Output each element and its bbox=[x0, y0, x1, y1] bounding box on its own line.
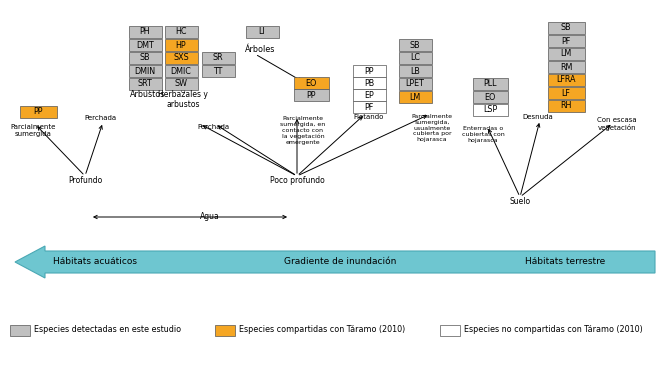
Text: SB: SB bbox=[560, 23, 571, 32]
Text: TT: TT bbox=[213, 67, 222, 76]
Bar bbox=[472, 104, 507, 116]
Bar bbox=[128, 65, 161, 77]
Text: PP: PP bbox=[306, 90, 316, 99]
Text: EP: EP bbox=[364, 90, 374, 99]
Text: Enterradas o
cubiertas con
hojarasca: Enterradas o cubiertas con hojarasca bbox=[462, 126, 505, 142]
Text: Flotando: Flotando bbox=[354, 114, 384, 120]
Text: PP: PP bbox=[364, 67, 374, 76]
Text: RM: RM bbox=[560, 62, 572, 71]
Bar bbox=[472, 78, 507, 90]
Text: Suelo: Suelo bbox=[509, 197, 531, 206]
Text: Especies compartidas con Táramo (2010): Especies compartidas con Táramo (2010) bbox=[239, 326, 405, 334]
Text: Parcialmente
sumergida,
usualmente
cubierta por
hojarasca: Parcialmente sumergida, usualmente cubie… bbox=[411, 114, 452, 142]
Bar bbox=[548, 74, 585, 86]
Text: EO: EO bbox=[485, 93, 496, 102]
Bar bbox=[353, 65, 386, 77]
Bar bbox=[10, 324, 30, 336]
Bar bbox=[548, 35, 585, 47]
Text: Perchada: Perchada bbox=[84, 115, 116, 121]
Text: Agua: Agua bbox=[200, 212, 220, 221]
Text: Hábitats terrestre: Hábitats terrestre bbox=[525, 257, 605, 266]
Bar bbox=[353, 89, 386, 101]
Text: SW: SW bbox=[175, 80, 187, 89]
Bar bbox=[128, 52, 161, 64]
Text: HP: HP bbox=[175, 41, 186, 49]
Text: PF: PF bbox=[364, 103, 374, 112]
Text: Gradiente de inundación: Gradiente de inundación bbox=[284, 257, 396, 266]
Bar bbox=[294, 77, 329, 89]
Bar bbox=[353, 77, 386, 89]
Bar bbox=[202, 65, 235, 77]
Bar bbox=[294, 89, 329, 101]
Text: Parcialmente
sumergida: Parcialmente sumergida bbox=[10, 124, 56, 137]
Bar bbox=[398, 39, 431, 51]
Bar bbox=[202, 52, 235, 64]
Bar bbox=[548, 22, 585, 34]
Bar bbox=[165, 65, 198, 77]
Text: SR: SR bbox=[212, 54, 223, 62]
Bar bbox=[398, 91, 431, 103]
Text: SB: SB bbox=[140, 54, 151, 62]
Text: LM: LM bbox=[560, 49, 572, 58]
Bar bbox=[548, 61, 585, 73]
Text: Hábitats acuáticos: Hábitats acuáticos bbox=[53, 257, 137, 266]
Text: Perchada: Perchada bbox=[197, 124, 229, 130]
Bar bbox=[548, 100, 585, 112]
Text: LC: LC bbox=[410, 54, 420, 62]
Text: DMIC: DMIC bbox=[171, 67, 192, 76]
Bar bbox=[128, 26, 161, 38]
Text: SXS: SXS bbox=[173, 54, 189, 62]
Bar bbox=[215, 324, 235, 336]
Bar bbox=[548, 87, 585, 99]
Bar bbox=[353, 101, 386, 113]
Bar bbox=[548, 48, 585, 60]
Bar bbox=[165, 39, 198, 51]
Bar bbox=[165, 52, 198, 64]
Text: Árboles: Árboles bbox=[245, 45, 276, 54]
Text: DMIN: DMIN bbox=[134, 67, 155, 76]
Text: Especies no compartidas con Táramo (2010): Especies no compartidas con Táramo (2010… bbox=[464, 326, 642, 334]
Bar bbox=[398, 52, 431, 64]
Text: Herbazales y
arbustos: Herbazales y arbustos bbox=[158, 90, 208, 109]
Text: LPET: LPET bbox=[406, 80, 425, 89]
Bar bbox=[472, 91, 507, 103]
Text: Desnuda: Desnuda bbox=[523, 114, 553, 120]
Text: LF: LF bbox=[562, 89, 571, 97]
Bar bbox=[19, 106, 56, 118]
FancyArrow shape bbox=[15, 246, 655, 278]
Text: Profundo: Profundo bbox=[68, 176, 102, 185]
Text: Parcialmente
sumergida, en
contacto con
la vegetación
emergente: Parcialmente sumergida, en contacto con … bbox=[280, 116, 326, 145]
Text: Especies detectadas en este estudio: Especies detectadas en este estudio bbox=[34, 326, 181, 334]
Text: PH: PH bbox=[140, 28, 151, 36]
Text: PP: PP bbox=[33, 108, 43, 116]
Text: LSP: LSP bbox=[483, 106, 497, 115]
Text: Arbustos: Arbustos bbox=[130, 90, 166, 99]
Text: HC: HC bbox=[175, 28, 187, 36]
Text: EO: EO bbox=[305, 78, 317, 87]
Text: SB: SB bbox=[410, 41, 420, 49]
Text: LFRA: LFRA bbox=[556, 76, 576, 84]
Text: PLL: PLL bbox=[483, 80, 497, 89]
Bar bbox=[398, 78, 431, 90]
Text: PF: PF bbox=[561, 36, 571, 45]
Bar bbox=[165, 78, 198, 90]
Bar bbox=[165, 26, 198, 38]
Bar bbox=[398, 65, 431, 77]
Text: SRT: SRT bbox=[138, 80, 153, 89]
Text: Poco profundo: Poco profundo bbox=[269, 176, 325, 185]
Bar bbox=[128, 39, 161, 51]
Bar bbox=[245, 26, 278, 38]
Text: Con escasa
vegetación: Con escasa vegetación bbox=[597, 117, 637, 131]
Text: PB: PB bbox=[364, 78, 374, 87]
Text: LB: LB bbox=[410, 67, 420, 76]
Text: DMT: DMT bbox=[136, 41, 154, 49]
Bar bbox=[128, 78, 161, 90]
Text: RH: RH bbox=[560, 102, 572, 110]
Text: LI: LI bbox=[259, 28, 265, 36]
Bar bbox=[440, 324, 460, 336]
Text: LM: LM bbox=[409, 93, 421, 102]
